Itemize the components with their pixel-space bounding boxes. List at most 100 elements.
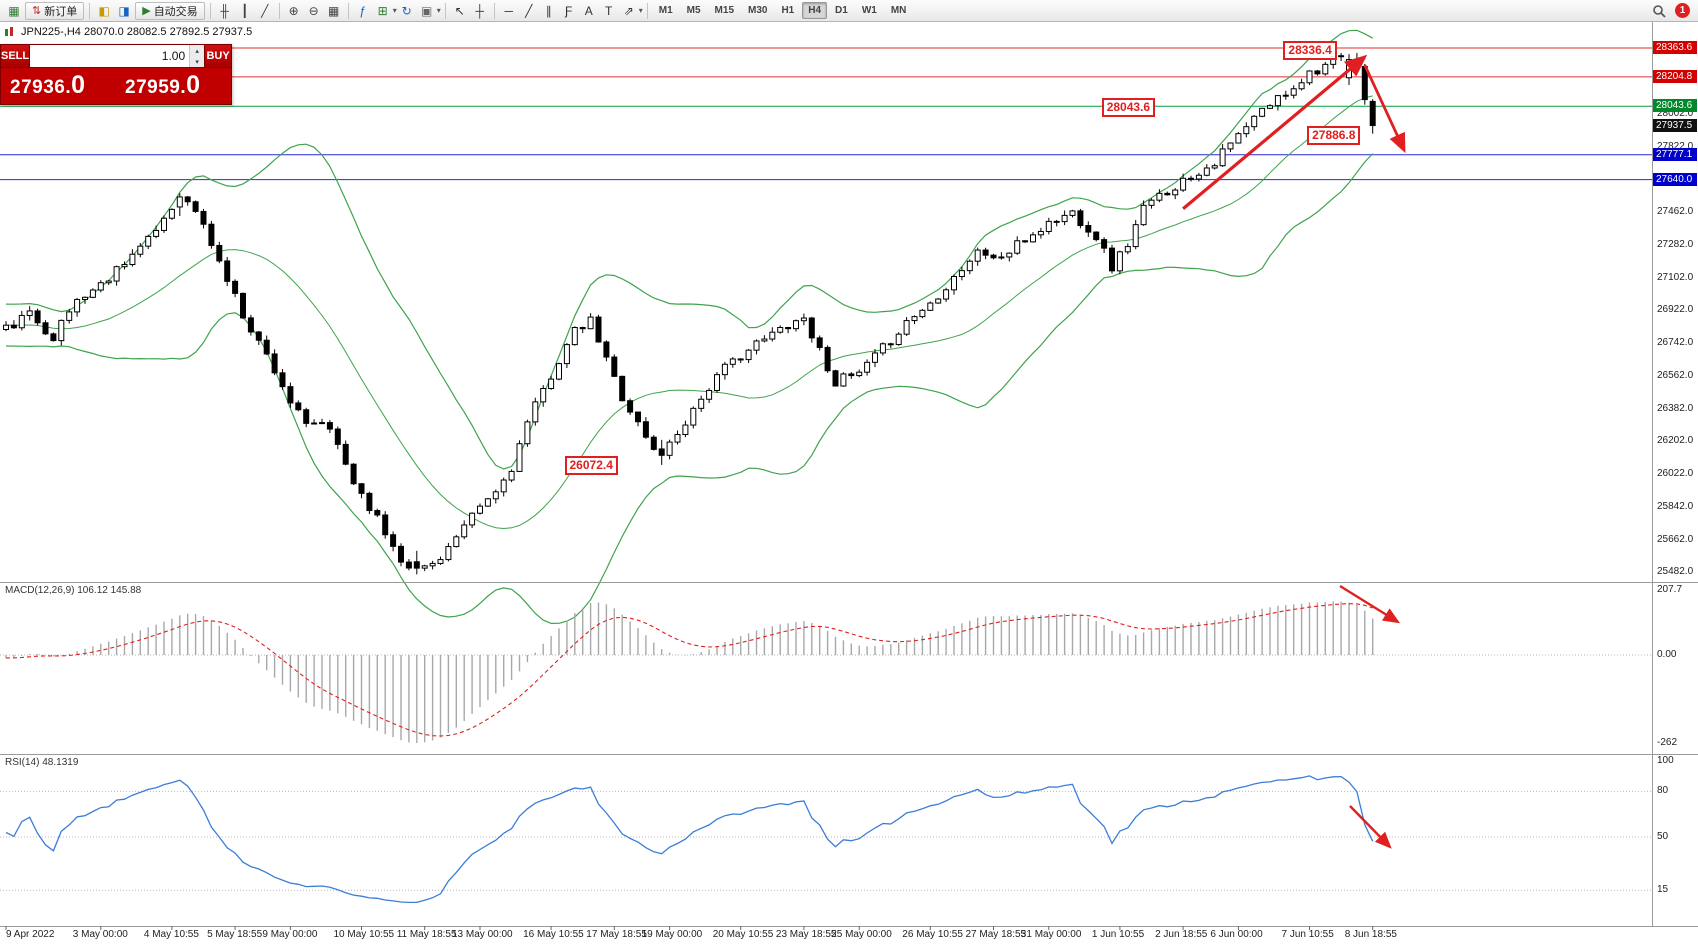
candle-body bbox=[737, 358, 744, 361]
candle-body bbox=[990, 254, 997, 259]
trend-up-arrow[interactable] bbox=[1182, 54, 1368, 210]
price-callout[interactable]: 27886.8 bbox=[1307, 126, 1361, 146]
toolbar-separator bbox=[646, 2, 648, 19]
tile-windows-icon[interactable]: ▦ bbox=[328, 3, 340, 18]
candle-body bbox=[366, 492, 373, 512]
candle-body bbox=[816, 337, 823, 348]
candle-body bbox=[1085, 225, 1092, 233]
buy-price[interactable]: 27959. 0 bbox=[116, 68, 231, 104]
volume-down-icon[interactable]: ▾ bbox=[190, 56, 205, 67]
price-drop-arrow[interactable] bbox=[1363, 64, 1406, 154]
rsi-down-arrow[interactable] bbox=[1349, 805, 1392, 849]
search-icon[interactable] bbox=[1649, 2, 1669, 20]
price-callout[interactable]: 26072.4 bbox=[564, 456, 618, 476]
fibonacci-icon[interactable]: Ƒ bbox=[565, 3, 573, 18]
x-axis-label: 17 May 18:55 bbox=[586, 929, 647, 940]
y-axis-label: 26562.0 bbox=[1657, 369, 1694, 381]
rsi-scale-label: 50 bbox=[1657, 831, 1669, 842]
candle-body bbox=[1156, 192, 1163, 201]
line-chart-type-icon[interactable]: ╱ bbox=[261, 3, 269, 18]
zoom-in-icon[interactable]: ⊕ bbox=[288, 3, 299, 18]
auto-trading-button[interactable]: ▶ 自动交易 bbox=[135, 1, 205, 20]
candle-body bbox=[943, 289, 950, 300]
candle-body bbox=[161, 217, 167, 231]
timeframe-h4[interactable]: H4 bbox=[802, 2, 828, 19]
candle-body bbox=[263, 339, 270, 355]
dropdown-arrow-icon[interactable]: ▾ bbox=[638, 6, 643, 15]
y-axis-label: 27282.0 bbox=[1657, 238, 1694, 250]
candle-body bbox=[200, 210, 207, 225]
candle-body bbox=[611, 356, 618, 377]
macd-signal-line bbox=[6, 603, 1373, 737]
crosshair-icon[interactable]: ┼ bbox=[475, 3, 484, 18]
macd-scale-zero: 0.00 bbox=[1657, 649, 1677, 660]
rsi-scale-label: 100 bbox=[1657, 755, 1674, 766]
channel-icon[interactable]: ∥ bbox=[545, 3, 552, 18]
candle-body bbox=[1211, 165, 1218, 169]
candle-body bbox=[879, 343, 886, 354]
cursor-icon[interactable]: ↖ bbox=[454, 3, 465, 18]
toolbar-separator bbox=[278, 2, 280, 19]
candle-body bbox=[279, 372, 286, 388]
new-order-button[interactable]: ⇅ 新订单 bbox=[25, 1, 85, 20]
templates-icon[interactable]: ▣ bbox=[421, 3, 433, 18]
timeframe-m15[interactable]: M15 bbox=[714, 5, 734, 16]
sell-price[interactable]: 27936. 0 bbox=[1, 68, 116, 104]
candle-body bbox=[721, 363, 728, 376]
candle-body bbox=[484, 498, 491, 507]
sell-button[interactable]: SELL bbox=[1, 45, 30, 67]
candle-body bbox=[579, 327, 586, 330]
bar-chart-type-icon[interactable]: ╫ bbox=[220, 3, 229, 18]
candle-body bbox=[66, 311, 73, 321]
price-callout[interactable]: 28043.6 bbox=[1101, 98, 1156, 118]
app-icon[interactable]: ▦ bbox=[8, 3, 20, 18]
timeframe-m1[interactable]: M1 bbox=[658, 5, 673, 16]
horizontal-line-icon[interactable]: ─ bbox=[504, 3, 513, 18]
candle-body bbox=[785, 327, 792, 330]
notification-badge[interactable]: 1 bbox=[1675, 3, 1690, 18]
price-callout[interactable]: 28336.4 bbox=[1283, 41, 1337, 61]
candle-body bbox=[548, 378, 555, 390]
volume-input[interactable] bbox=[30, 45, 190, 67]
macd-down-arrow[interactable] bbox=[1339, 584, 1401, 624]
timeframe-m30[interactable]: M30 bbox=[748, 5, 768, 16]
candle-body bbox=[1037, 230, 1044, 236]
candle-body bbox=[998, 256, 1005, 259]
y-axis-price-tag: 28363.6 bbox=[1653, 41, 1697, 54]
new-chart-icon[interactable]: ⊞ bbox=[377, 3, 388, 18]
toolbar-separator bbox=[89, 2, 91, 19]
candle-body bbox=[793, 320, 799, 330]
zoom-out-icon[interactable]: ⊖ bbox=[308, 3, 319, 18]
label-icon[interactable]: T bbox=[605, 3, 613, 18]
market-watch-icon[interactable]: ◧ bbox=[98, 3, 110, 18]
volume-up-icon[interactable]: ▴ bbox=[190, 45, 205, 56]
timeframe-m5[interactable]: M5 bbox=[686, 5, 701, 16]
volume-stepper: ▴ ▾ bbox=[189, 45, 205, 67]
candle-body bbox=[1148, 199, 1155, 206]
navigator-icon[interactable]: ◨ bbox=[118, 3, 130, 18]
dropdown-arrow-icon[interactable]: ▾ bbox=[436, 6, 441, 15]
auto-refresh-icon[interactable]: ↻ bbox=[401, 3, 412, 18]
timeframe-h1[interactable]: H1 bbox=[781, 5, 795, 16]
candle-body bbox=[761, 338, 768, 342]
candle-body bbox=[326, 422, 333, 430]
new-order-icon: ⇅ bbox=[32, 5, 42, 17]
dropdown-arrow-icon[interactable]: ▾ bbox=[392, 6, 397, 15]
y-axis-price-tag: 27640.0 bbox=[1653, 172, 1697, 186]
symbol-ohlc-text: JPN225-,H4 28070.0 28082.5 27892.5 27937… bbox=[21, 26, 253, 38]
buy-button[interactable]: BUY bbox=[205, 45, 231, 67]
timeframe-mn[interactable]: MN bbox=[890, 5, 907, 16]
candle-body bbox=[958, 270, 965, 277]
candlestick-type-icon[interactable]: ┃ bbox=[241, 3, 249, 18]
candle-body bbox=[184, 196, 191, 203]
timeframe-d1[interactable]: D1 bbox=[835, 5, 848, 16]
timeframe-w1[interactable]: W1 bbox=[861, 5, 877, 16]
candle-body bbox=[1030, 234, 1036, 243]
trendline-icon[interactable]: ╱ bbox=[525, 3, 533, 18]
indicators-icon[interactable]: ƒ bbox=[359, 3, 367, 18]
text-icon[interactable]: A bbox=[584, 3, 593, 18]
buy-price-base: 27959. bbox=[125, 77, 187, 98]
arrows-icon[interactable]: ⇗ bbox=[623, 3, 634, 18]
